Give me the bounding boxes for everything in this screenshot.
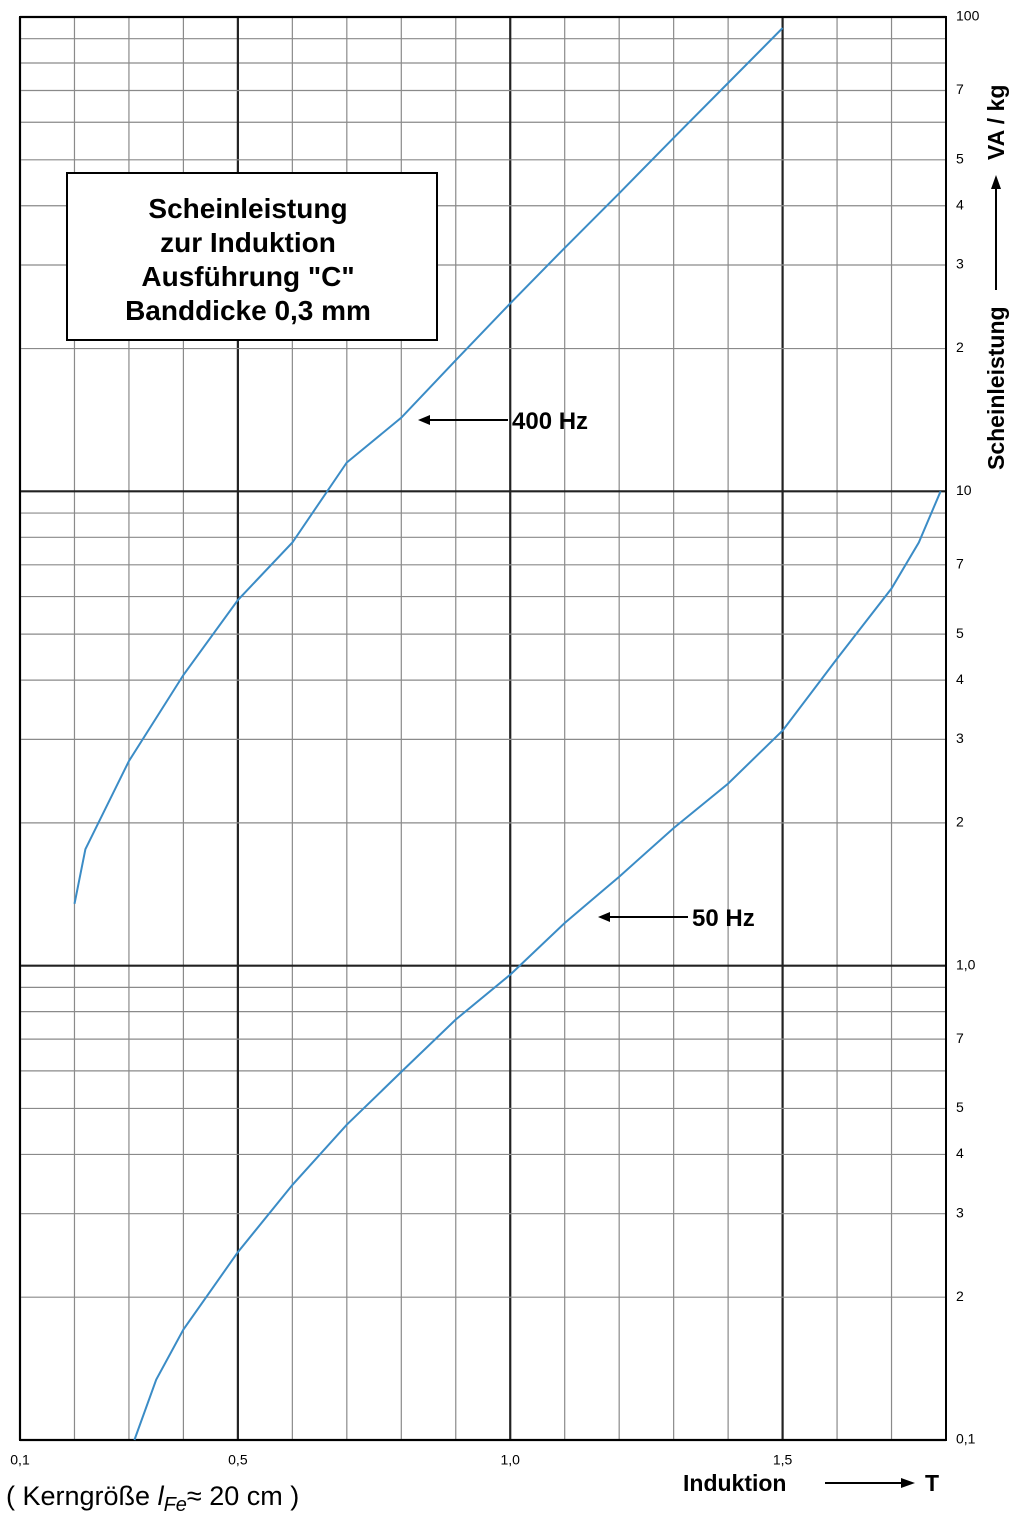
- series-line: [133, 490, 942, 1441]
- title-line: Scheinleistung: [148, 193, 347, 224]
- x-axis-unit: T: [925, 1470, 939, 1496]
- x-tick-label: 1,0: [501, 1452, 521, 1468]
- y-tick-label: 5: [956, 150, 964, 166]
- y-tick-label: 7: [956, 1030, 964, 1046]
- x-axis-title: Induktion T: [683, 1470, 939, 1496]
- footnote-text: ≈ 20 cm ): [187, 1481, 299, 1511]
- curves: [73, 27, 942, 1441]
- y-tick-label: 2: [956, 1288, 964, 1304]
- footnote: ( Kerngröße lFe≈ 20 cm ): [6, 1481, 299, 1512]
- arrow-head: [598, 912, 610, 922]
- title-line: zur Induktion: [160, 227, 336, 258]
- y-tick-label: 10: [956, 482, 972, 498]
- footnote-text: l: [158, 1481, 165, 1511]
- y-tick-label: 4: [956, 196, 964, 212]
- annotation-400: 400 Hz: [418, 408, 588, 435]
- y-tick-label: 4: [956, 671, 964, 687]
- arrow-head: [991, 175, 1001, 189]
- arrow-head: [418, 415, 430, 425]
- plot-frame: [19, 16, 947, 1441]
- y-tick-label: 2: [956, 339, 964, 355]
- y-tick-label: 7: [956, 556, 964, 572]
- footnote-text: Fe: [164, 1494, 187, 1512]
- y-axis-title: Scheinleistung VA / kg: [983, 85, 1009, 470]
- annotation-50: 50 Hz: [598, 905, 755, 932]
- title-line: Ausführung "C": [141, 261, 354, 292]
- y-tick-label: 100: [956, 8, 980, 24]
- arrow-head: [901, 1478, 915, 1488]
- x-tick-label: 0,1: [10, 1452, 30, 1468]
- y-axis-label: Scheinleistung: [983, 306, 1009, 470]
- y-axis-unit: VA / kg: [983, 85, 1009, 160]
- footnote-text: ( Kerngröße: [6, 1481, 158, 1511]
- y-tick-label: 3: [956, 730, 964, 746]
- y-tick-label: 3: [956, 1204, 964, 1220]
- x-axis-label: Induktion: [683, 1470, 786, 1496]
- x-tick-label: 1,5: [773, 1452, 793, 1468]
- x-tick-label: 0,5: [228, 1452, 248, 1468]
- annotation: 50 Hz: [692, 905, 755, 932]
- title-box: [66, 172, 438, 341]
- title-line: Banddicke 0,3 mm: [125, 295, 371, 326]
- y-tick-label: 0,1: [956, 1431, 976, 1447]
- y-tick-label: 2: [956, 814, 964, 830]
- y-tick-label: 5: [956, 625, 964, 641]
- y-tick-label: 5: [956, 1099, 964, 1115]
- ticks: 0,1 0,5 1,0 1,5 100 7 5 4 3 2 10 7 5 4 3 2 1,0 7 5 4 3 2 0,1: [10, 8, 979, 1468]
- y-tick-label: 7: [956, 81, 964, 97]
- y-tick-label: 3: [956, 256, 964, 272]
- title: Scheinleistung zur Induktion Ausführung …: [125, 193, 371, 326]
- series-line: [73, 27, 784, 904]
- annotation: 400 Hz: [512, 408, 588, 435]
- y-tick-label: 4: [956, 1145, 964, 1161]
- y-tick-label: 1,0: [956, 956, 976, 972]
